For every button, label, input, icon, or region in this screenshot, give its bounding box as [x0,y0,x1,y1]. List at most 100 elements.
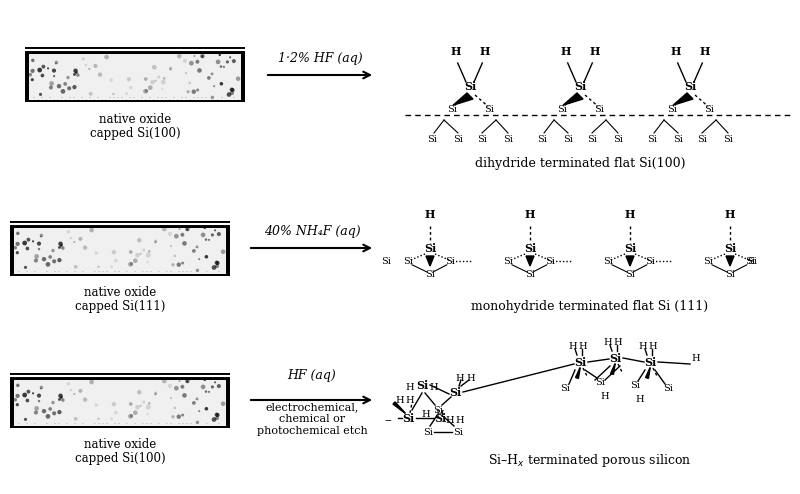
Text: capped Si(100): capped Si(100) [74,452,166,465]
Polygon shape [646,368,650,378]
Point [218,63,230,71]
Point [143,247,156,255]
Text: Si: Si [416,379,428,390]
Point [210,259,223,267]
Point [178,391,191,399]
Point [84,90,97,98]
Text: Si: Si [503,257,514,266]
Point [143,400,156,408]
Point [129,409,142,416]
Point [138,246,150,254]
Point [150,237,162,245]
Text: Si: Si [746,257,757,266]
Point [90,401,102,409]
Text: Si: Si [560,383,570,393]
Text: H: H [479,46,490,57]
Point [120,90,133,98]
Point [191,86,204,94]
Point [19,415,32,423]
Point [69,67,82,75]
Polygon shape [426,256,434,266]
Polygon shape [393,402,405,413]
Text: native oxide: native oxide [84,286,156,299]
Point [152,73,165,81]
Text: H: H [670,46,681,57]
Point [166,261,179,269]
Point [54,392,67,400]
Point [21,397,34,405]
Point [176,259,189,267]
Point [11,240,24,248]
Point [173,377,186,385]
Point [30,409,42,416]
Text: Si: Si [557,105,566,114]
Point [45,83,58,91]
Text: Si: Si [402,412,414,423]
Point [105,415,118,423]
Point [211,259,224,267]
Point [158,75,170,82]
Text: Si: Si [724,243,736,253]
Point [33,397,46,405]
Point [166,413,179,421]
Point [149,239,162,247]
Point [214,63,227,71]
Text: Si: Si [403,257,414,266]
Point [94,71,106,79]
Point [199,388,212,396]
Text: –: – [385,413,391,427]
Text: Si: Si [381,257,391,266]
Point [156,85,169,93]
Point [100,53,113,61]
Point [210,414,223,422]
Point [191,418,204,426]
Point [131,403,144,411]
Point [62,84,75,92]
Point [148,63,161,71]
Point [68,83,81,91]
Text: H: H [649,341,658,351]
Point [125,260,138,268]
Point [200,405,213,412]
Point [181,377,194,385]
Point [107,400,120,408]
Point [53,396,66,404]
Text: Si: Si [723,134,733,143]
Point [30,405,43,412]
Point [54,240,67,248]
Point [53,244,66,251]
Point [158,377,170,385]
Point [197,231,210,239]
Text: H: H [396,396,404,405]
Point [62,228,75,236]
Text: Si: Si [425,270,435,279]
Point [44,253,57,261]
Point [200,253,213,261]
Point [26,76,38,83]
Text: Si: Si [594,105,605,114]
Text: H: H [456,373,464,382]
Point [191,266,204,274]
Point [226,86,239,94]
Text: Si: Si [525,270,535,279]
Point [124,400,137,408]
Point [187,247,200,255]
Point [202,388,215,396]
Point [168,404,181,412]
Point [11,249,24,257]
Point [53,82,66,90]
Point [226,89,238,97]
Point [176,231,189,239]
Point [55,242,68,249]
Point [196,52,209,60]
Point [193,407,206,415]
Text: Si: Si [603,257,614,266]
Text: monohydride terminated flat Si (111): monohydride terminated flat Si (111) [471,300,709,313]
Point [176,411,189,419]
Text: Si: Si [625,270,635,279]
Point [74,387,87,395]
Point [53,408,66,416]
Point [124,260,137,268]
Text: Si: Si [574,357,586,368]
Polygon shape [610,364,615,374]
